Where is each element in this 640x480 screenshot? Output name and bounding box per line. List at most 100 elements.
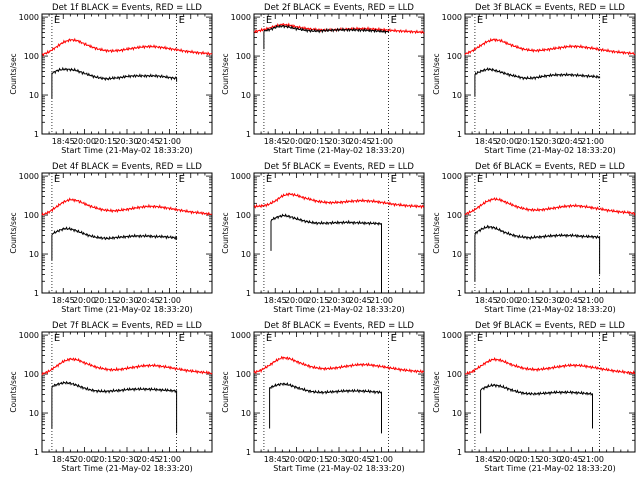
y-axis-label: Counts/sec bbox=[221, 53, 230, 94]
x-tick-label: 21:00 bbox=[370, 455, 393, 464]
x-tick-label: 20:15 bbox=[306, 455, 329, 464]
x-tick-label: 20:45 bbox=[137, 137, 160, 146]
x-tick-label: 20:15 bbox=[517, 455, 540, 464]
y-tick-label: 1 bbox=[34, 289, 39, 298]
x-tick-label: 18:45 bbox=[52, 455, 75, 464]
x-tick-label: 20:30 bbox=[538, 455, 561, 464]
plot-frame bbox=[41, 331, 213, 453]
x-axis-label: Start Time (21-May-02 18:33:20) bbox=[61, 464, 192, 473]
chart-panel-8: Det 8f BLACK = Events, RED = LLD 1 10 100 10… bbox=[221, 321, 425, 473]
y-tick-label: 10 bbox=[241, 91, 251, 100]
lld-series-line bbox=[41, 197, 212, 217]
y-tick-label: 1 bbox=[457, 289, 462, 298]
chart-title: Det 2f BLACK = Events, RED = LLD bbox=[264, 3, 414, 13]
event-marker-label: E bbox=[477, 174, 483, 185]
lld-series-line bbox=[464, 356, 636, 375]
x-tick-label: 18:45 bbox=[52, 137, 75, 146]
x-tick-label: 20:30 bbox=[538, 137, 561, 146]
chart-title: Det 9f BLACK = Events, RED = LLD bbox=[475, 321, 625, 331]
y-axis-label: Counts/sec bbox=[221, 212, 230, 253]
y-tick-label: 100 bbox=[447, 370, 462, 379]
y-axis-label: Counts/sec bbox=[9, 53, 18, 94]
x-tick-label: 20:45 bbox=[137, 296, 160, 305]
chart-panel-1: Det 1f BLACK = Events, RED = LLD 1 10 100 10… bbox=[9, 3, 213, 155]
x-tick-label: 20:45 bbox=[560, 455, 583, 464]
x-tick-label: 20:15 bbox=[94, 296, 117, 305]
x-tick-label: 20:15 bbox=[94, 137, 117, 146]
x-axis-label: Start Time (21-May-02 18:33:20) bbox=[273, 305, 404, 314]
events-series-line bbox=[269, 382, 382, 434]
event-marker-label: E bbox=[54, 15, 60, 26]
x-tick-label: 20:30 bbox=[115, 137, 138, 146]
event-marker-label: E bbox=[266, 174, 272, 185]
events-series-line bbox=[474, 224, 601, 282]
x-tick-label: 20:45 bbox=[349, 137, 372, 146]
y-axis-label: Counts/sec bbox=[221, 371, 230, 412]
event-marker-label: E bbox=[391, 333, 397, 344]
chart-panel-7: Det 7f BLACK = Events, RED = LLD 1 10 100 10… bbox=[9, 321, 213, 473]
x-tick-label: 20:00 bbox=[73, 137, 96, 146]
chart-panel-6: Det 6f BLACK = Events, RED = LLD 1 10 100 10… bbox=[432, 162, 636, 314]
events-series-line bbox=[474, 67, 601, 97]
event-marker-label: E bbox=[391, 15, 397, 26]
x-tick-label: 20:00 bbox=[285, 296, 308, 305]
event-marker-label: E bbox=[266, 15, 272, 26]
chart-title: Det 8f BLACK = Events, RED = LLD bbox=[264, 321, 414, 331]
events-series-line bbox=[263, 24, 390, 50]
plot-frame bbox=[253, 172, 425, 294]
y-tick-label: 100 bbox=[24, 211, 39, 220]
event-marker-label: E bbox=[179, 333, 185, 344]
y-tick-label: 100 bbox=[24, 52, 39, 61]
chart-panel-2: Det 2f BLACK = Events, RED = LLD 1 10 100 10… bbox=[221, 3, 425, 155]
x-tick-label: 18:45 bbox=[264, 137, 287, 146]
x-tick-label: 20:30 bbox=[327, 296, 350, 305]
y-tick-label: 1000 bbox=[231, 172, 251, 181]
event-marker-label: E bbox=[54, 333, 60, 344]
y-tick-label: 100 bbox=[24, 370, 39, 379]
y-tick-label: 1000 bbox=[19, 13, 39, 22]
x-tick-label: 18:45 bbox=[264, 455, 287, 464]
events-series-line bbox=[480, 383, 593, 434]
x-tick-label: 20:30 bbox=[327, 455, 350, 464]
y-tick-label: 10 bbox=[452, 91, 462, 100]
y-tick-label: 1000 bbox=[19, 172, 39, 181]
plot-frame bbox=[464, 13, 636, 135]
y-tick-label: 1000 bbox=[442, 331, 462, 340]
x-axis-label: Start Time (21-May-02 18:33:20) bbox=[484, 146, 615, 155]
events-series-line bbox=[51, 66, 178, 99]
lld-series-line bbox=[41, 357, 213, 376]
x-tick-label: 20:45 bbox=[137, 455, 160, 464]
y-tick-label: 100 bbox=[236, 52, 251, 61]
x-tick-label: 20:45 bbox=[349, 296, 372, 305]
x-axis-label: Start Time (21-May-02 18:33:20) bbox=[61, 146, 192, 155]
event-marker-label: E bbox=[54, 174, 60, 185]
chart-panel-9: Det 9f BLACK = Events, RED = LLD 1 10 100 10… bbox=[432, 321, 636, 473]
x-tick-label: 20:30 bbox=[327, 137, 350, 146]
x-tick-label: 20:00 bbox=[285, 137, 308, 146]
y-axis-label: Counts/sec bbox=[9, 212, 18, 253]
x-axis-label: Start Time (21-May-02 18:33:20) bbox=[61, 305, 192, 314]
x-tick-label: 20:30 bbox=[115, 296, 138, 305]
y-tick-label: 10 bbox=[241, 250, 251, 259]
chart-title: Det 3f BLACK = Events, RED = LLD bbox=[475, 3, 625, 13]
chart-title: Det 5f BLACK = Events, RED = LLD bbox=[264, 162, 414, 172]
event-marker-label: E bbox=[602, 15, 608, 26]
lld-series-line bbox=[41, 37, 213, 57]
x-tick-label: 20:00 bbox=[496, 137, 519, 146]
y-tick-label: 1 bbox=[246, 289, 251, 298]
x-tick-label: 18:45 bbox=[475, 137, 498, 146]
x-tick-label: 21:00 bbox=[158, 455, 181, 464]
y-axis-label: Counts/sec bbox=[432, 53, 441, 94]
events-series-line bbox=[51, 380, 178, 434]
plot-frame bbox=[464, 172, 636, 294]
x-tick-label: 21:00 bbox=[370, 296, 393, 305]
event-marker-label: E bbox=[477, 15, 483, 26]
chart-title: Det 1f BLACK = Events, RED = LLD bbox=[52, 3, 202, 13]
x-tick-label: 20:15 bbox=[517, 137, 540, 146]
y-axis-label: Counts/sec bbox=[432, 371, 441, 412]
event-marker-label: E bbox=[179, 174, 185, 185]
x-axis-label: Start Time (21-May-02 18:33:20) bbox=[484, 305, 615, 314]
x-tick-label: 21:00 bbox=[581, 137, 604, 146]
x-tick-label: 21:00 bbox=[581, 455, 604, 464]
x-tick-label: 20:45 bbox=[560, 137, 583, 146]
